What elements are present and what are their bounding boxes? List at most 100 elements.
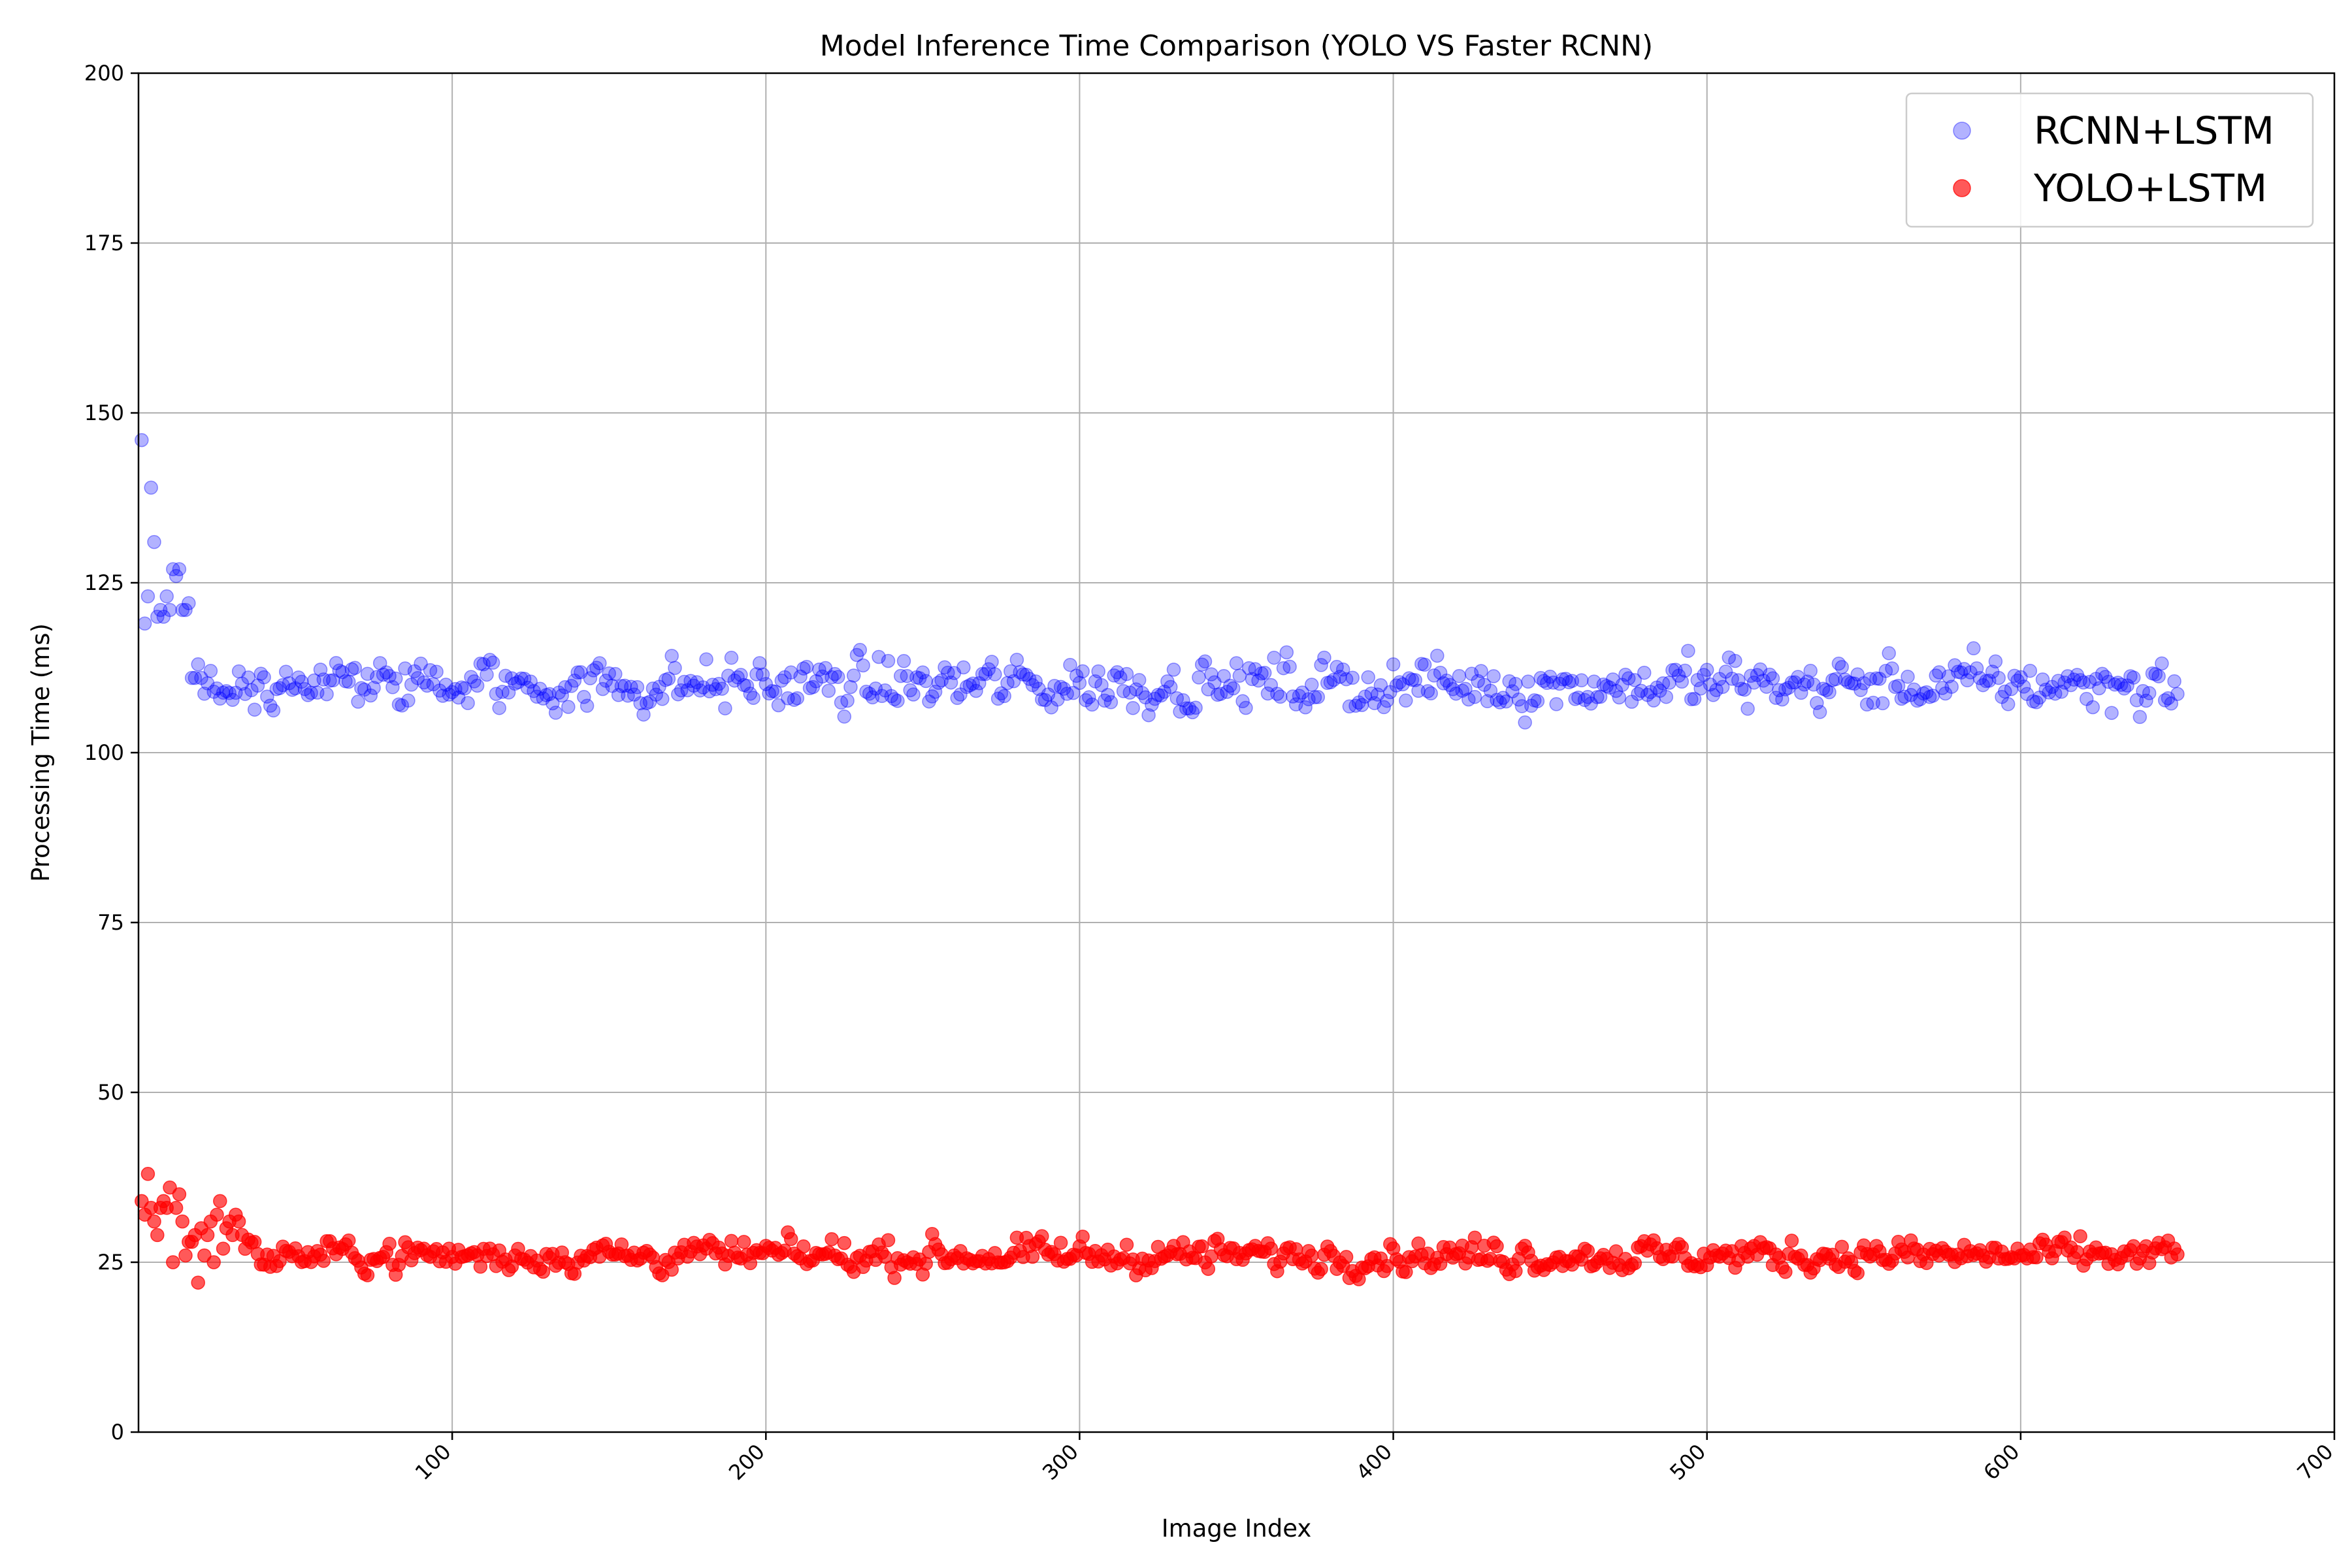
data-point: [1841, 675, 1855, 689]
data-point: [150, 1228, 165, 1243]
data-point: [818, 661, 833, 676]
data-point: [367, 681, 381, 695]
data-point: [1938, 686, 1953, 701]
data-point: [1154, 688, 1169, 703]
data-point: [1913, 692, 1927, 706]
data-point: [868, 681, 883, 696]
data-point: [1951, 664, 1965, 679]
data-point: [1436, 676, 1451, 691]
data-point: [2082, 675, 2097, 689]
data-point: [551, 685, 566, 700]
data-point: [1835, 660, 1849, 674]
data-point: [1345, 670, 1360, 685]
data-point: [1953, 665, 1968, 680]
legend-marker-yolo: [1953, 179, 1971, 197]
data-point: [492, 700, 506, 715]
data-point: [1361, 670, 1375, 685]
data-point: [664, 1262, 679, 1277]
data-point: [1728, 653, 1742, 668]
data-point: [1157, 685, 1171, 699]
data-point: [683, 674, 698, 688]
data-point: [787, 693, 802, 707]
data-point: [978, 666, 993, 681]
data-point: [2045, 679, 2059, 694]
data-point: [1624, 694, 1639, 709]
legend-marker-rcnn: [1953, 122, 1971, 140]
data-point: [711, 676, 727, 691]
data-point: [231, 1214, 246, 1229]
data-point: [768, 684, 783, 699]
data-point: [372, 656, 387, 670]
data-point: [1276, 661, 1291, 676]
data-point: [438, 678, 453, 692]
data-point: [1967, 641, 1981, 656]
data-point: [1788, 675, 1802, 690]
data-point: [511, 675, 525, 689]
data-point: [1201, 1262, 1216, 1276]
data-point: [1901, 670, 1915, 684]
data-point: [1812, 705, 1827, 719]
data-point: [2076, 675, 2091, 690]
data-point: [247, 1235, 262, 1249]
data-point: [655, 692, 670, 706]
data-point: [1972, 671, 1987, 685]
data-point: [677, 674, 692, 689]
data-point: [385, 680, 400, 694]
data-point: [1056, 681, 1071, 696]
data-point: [341, 674, 356, 689]
data-point: [1988, 654, 2003, 669]
data-point: [1326, 672, 1341, 687]
data-point: [1690, 673, 1705, 687]
data-point: [1113, 670, 1128, 685]
data-point: [580, 698, 595, 713]
data-point: [1467, 1230, 1482, 1245]
data-point: [1138, 690, 1153, 705]
data-point: [257, 670, 271, 685]
data-point: [865, 690, 880, 705]
data-point: [1411, 683, 1426, 698]
data-point: [793, 669, 808, 684]
data-point: [1932, 665, 1946, 679]
data-point: [379, 665, 394, 679]
data-point: [1041, 687, 1056, 702]
data-point: [1396, 677, 1410, 692]
data-point: [433, 683, 447, 698]
data-point: [1706, 688, 1721, 702]
data-point: [1025, 1249, 1040, 1264]
data-point: [1765, 671, 1780, 686]
data-point: [414, 657, 428, 671]
data-point: [1053, 1235, 1068, 1250]
data-point: [1354, 698, 1369, 712]
data-point: [1282, 659, 1297, 674]
data-point: [272, 1254, 287, 1269]
data-point: [2079, 692, 2094, 706]
data-point: [288, 681, 302, 696]
data-point: [175, 1214, 189, 1229]
data-point: [1643, 685, 1658, 699]
data-point: [2057, 1230, 2072, 1245]
data-point: [423, 662, 438, 678]
data-point: [1854, 683, 1868, 697]
data-point: [1621, 671, 1636, 686]
data-point: [1740, 702, 1755, 716]
data-point: [919, 674, 933, 689]
data-point: [1348, 698, 1363, 713]
data-point: [1875, 696, 1890, 711]
data-point: [950, 691, 964, 706]
data-point: [1075, 664, 1090, 679]
data-point: [2010, 673, 2025, 688]
data-point: [1722, 650, 1737, 665]
data-point: [1279, 645, 1294, 660]
data-point: [1784, 1233, 1799, 1248]
data-point: [821, 683, 836, 698]
data-point: [1637, 665, 1652, 680]
data-point: [1072, 676, 1087, 691]
data-point: [1116, 684, 1131, 698]
data-point: [1910, 693, 1925, 708]
data-point: [2136, 683, 2150, 698]
data-point: [1885, 661, 1899, 676]
data-point: [159, 589, 174, 604]
data-point: [464, 670, 478, 684]
data-point: [276, 678, 290, 693]
data-point: [2155, 656, 2169, 671]
